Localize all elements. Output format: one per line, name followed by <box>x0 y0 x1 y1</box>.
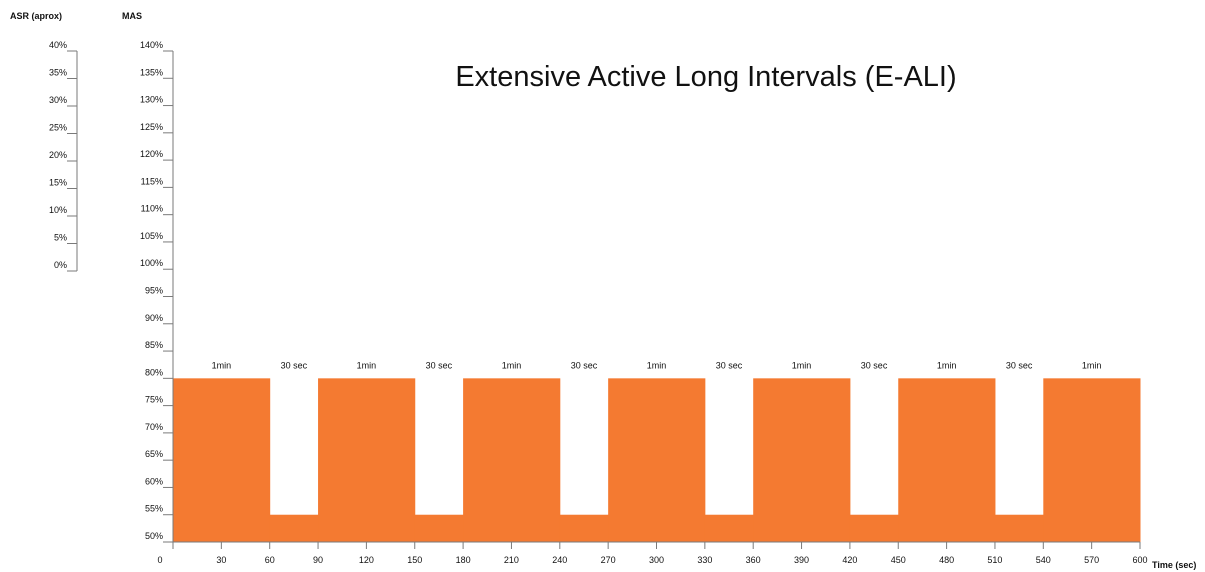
y-tick-label: 125% <box>140 122 163 132</box>
interval-bars <box>173 378 1141 542</box>
secondary-y-tick-label: 0% <box>54 260 67 270</box>
segment-label-4: 30 sec <box>426 360 453 370</box>
interval-bar-3 <box>318 378 416 542</box>
segment-label-8: 30 sec <box>716 360 743 370</box>
y-tick-label: 80% <box>145 367 163 377</box>
y-tick-label: 50% <box>145 531 163 541</box>
y-tick-label: 85% <box>145 340 163 350</box>
x-tick-label: 270 <box>601 555 616 565</box>
x-tick-label: 600 <box>1132 555 1147 565</box>
x-tick-label: 480 <box>939 555 954 565</box>
segment-label-7: 1min <box>647 360 667 370</box>
secondary-y-tick-label: 20% <box>49 150 67 160</box>
segment-label-11: 1min <box>937 360 957 370</box>
y-tick-label: 60% <box>145 476 163 486</box>
y-tick-label: 70% <box>145 422 163 432</box>
secondary-y-tick-label: 10% <box>49 205 67 215</box>
x-tick-label: 120 <box>359 555 374 565</box>
x-tick-label: 90 <box>313 555 323 565</box>
segment-label-3: 1min <box>357 360 377 370</box>
x-tick-label: 450 <box>891 555 906 565</box>
interval-bar-12 <box>994 514 1044 542</box>
y-tick-label: 100% <box>140 258 163 268</box>
x-tick-label: 210 <box>504 555 519 565</box>
x-tick-label: 30 <box>216 555 226 565</box>
x-tick-label: 150 <box>407 555 422 565</box>
interval-bar-1 <box>173 378 271 542</box>
y-tick-label: 120% <box>140 149 163 159</box>
y-tick-label: 140% <box>140 40 163 50</box>
secondary-y-tick-label: 35% <box>49 68 67 78</box>
secondary-y-axis-title: ASR (aprox) <box>10 11 62 21</box>
x-tick-label: 60 <box>265 555 275 565</box>
segment-label-5: 1min <box>502 360 522 370</box>
x-tick-label: 0 <box>157 555 162 565</box>
x-tick-label: 420 <box>842 555 857 565</box>
x-tick-label: 360 <box>746 555 761 565</box>
interval-bar-4 <box>414 514 464 542</box>
x-tick-label: 240 <box>552 555 567 565</box>
y-tick-label: 135% <box>140 67 163 77</box>
y-tick-label: 105% <box>140 231 163 241</box>
y-tick-label: 65% <box>145 449 163 459</box>
y-tick-label: 90% <box>145 313 163 323</box>
interval-bar-7 <box>608 378 706 542</box>
segment-label-13: 1min <box>1082 360 1102 370</box>
segment-label-10: 30 sec <box>861 360 888 370</box>
interval-bar-6 <box>559 514 609 542</box>
y-tick-label: 115% <box>141 176 163 186</box>
y-axis-title: MAS <box>122 11 142 21</box>
y-tick-label: 95% <box>145 286 163 296</box>
interval-bar-13 <box>1043 378 1141 542</box>
x-axis-title: Time (sec) <box>1152 560 1196 570</box>
y-tick-label: 75% <box>145 395 163 405</box>
secondary-y-tick-label: 40% <box>49 40 67 50</box>
y-tick-label: 130% <box>140 95 163 105</box>
x-tick-label: 330 <box>697 555 712 565</box>
y-tick-label: 55% <box>145 504 163 514</box>
interval-bar-8 <box>704 514 754 542</box>
x-tick-label: 300 <box>649 555 664 565</box>
segment-label-12: 30 sec <box>1006 360 1033 370</box>
secondary-y-tick-label: 15% <box>49 178 67 188</box>
interval-bar-9 <box>753 378 851 542</box>
segment-label-9: 1min <box>792 360 812 370</box>
x-tick-label: 180 <box>456 555 471 565</box>
segment-label-2: 30 sec <box>281 360 308 370</box>
chart-title: Extensive Active Long Intervals (E-ALI) <box>455 61 956 93</box>
interval-bar-10 <box>849 514 899 542</box>
secondary-y-tick-label: 30% <box>49 95 67 105</box>
secondary-y-tick-label: 5% <box>54 233 67 243</box>
segment-label-1: 1min <box>212 360 232 370</box>
interval-bar-2 <box>269 514 319 542</box>
axes: 50% 55% 60% 65% 70% 75% 80% 85% 90% 95% 100% 105% 11… <box>49 40 1148 565</box>
secondary-y-tick-label: 25% <box>49 123 67 133</box>
y-tick-label: 110% <box>141 204 163 214</box>
x-tick-label: 570 <box>1084 555 1099 565</box>
interval-bar-11 <box>898 378 996 542</box>
segment-label-6: 30 sec <box>571 360 598 370</box>
x-tick-label: 390 <box>794 555 809 565</box>
segment-labels: 1min 30 sec 1min 30 sec 1min 30 sec 1min 30 sec… <box>212 360 1102 370</box>
interval-bar-5 <box>463 378 561 542</box>
x-tick-label: 510 <box>987 555 1002 565</box>
x-tick-label: 540 <box>1036 555 1051 565</box>
